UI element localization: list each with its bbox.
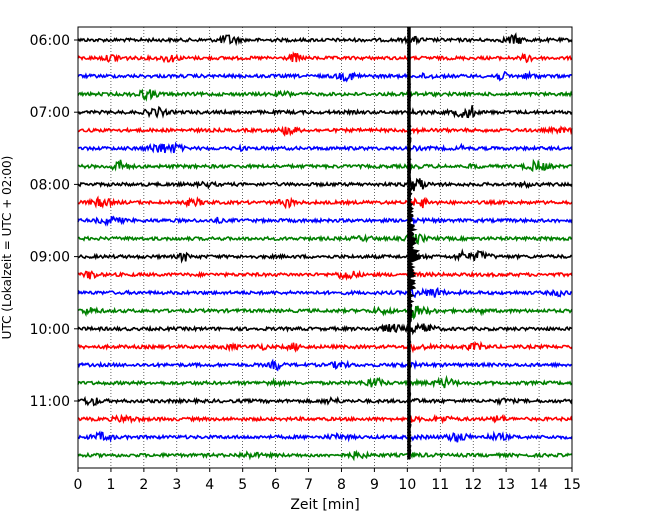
x-tick-label-14: 14 xyxy=(530,477,548,493)
trace-0945 xyxy=(77,305,573,321)
earthquake-waveform xyxy=(408,83,422,460)
trace-1130 xyxy=(77,430,573,443)
trace-0800 xyxy=(77,177,573,192)
trace-0845 xyxy=(77,232,573,246)
trace-0915 xyxy=(77,269,573,282)
trace-0730 xyxy=(77,141,573,154)
x-tick-label-13: 13 xyxy=(497,477,515,493)
trace-1100 xyxy=(77,395,573,407)
y-tick-label-1100: 11:00 xyxy=(30,394,70,410)
trace-0700 xyxy=(77,105,573,119)
x-tick-label-2: 2 xyxy=(139,477,148,493)
trace-1030 xyxy=(77,358,573,372)
x-tick-label-6: 6 xyxy=(271,477,280,493)
trace-0900 xyxy=(77,248,573,264)
x-tick-label-5: 5 xyxy=(238,477,247,493)
x-tick-label-10: 10 xyxy=(398,477,416,493)
x-tick-label-8: 8 xyxy=(337,477,346,493)
y-tick-label-0600: 06:00 xyxy=(30,33,70,49)
trace-1145 xyxy=(77,449,573,462)
x-axis-ticks: 0 1 2 3 4 5 6 7 8 9 10 11 12 13 14 15 xyxy=(74,468,581,493)
y-axis-ticks: 06:00 07:00 08:00 09:00 10:00 11:00 xyxy=(30,33,78,410)
trace-1000 xyxy=(77,322,573,336)
x-tick-label-1: 1 xyxy=(106,477,115,493)
y-axis-label: UTC (Lokalzeit = UTC + 02:00) xyxy=(0,156,14,340)
trace-0645 xyxy=(77,88,573,102)
x-tick-label-15: 15 xyxy=(563,477,581,493)
seismic-traces xyxy=(77,32,573,462)
trace-0630 xyxy=(77,70,573,83)
earthquake-event xyxy=(407,27,422,460)
trace-0615 xyxy=(77,50,573,64)
x-tick-label-7: 7 xyxy=(304,477,313,493)
x-tick-label-3: 3 xyxy=(172,477,181,493)
y-tick-label-0900: 09:00 xyxy=(30,250,70,266)
x-tick-label-0: 0 xyxy=(74,477,83,493)
x-tick-label-4: 4 xyxy=(205,477,214,493)
y-tick-label-0700: 07:00 xyxy=(30,105,70,121)
x-tick-label-9: 9 xyxy=(370,477,379,493)
trace-1015 xyxy=(77,340,573,354)
x-tick-label-11: 11 xyxy=(431,477,449,493)
trace-0715 xyxy=(77,125,573,137)
trace-0815 xyxy=(77,195,573,210)
trace-0600 xyxy=(77,32,573,47)
plot-frame xyxy=(77,26,573,469)
trace-0745 xyxy=(77,158,573,173)
x-tick-label-12: 12 xyxy=(464,477,482,493)
x-axis-label: Zeit [min] xyxy=(290,497,359,513)
y-tick-label-0800: 08:00 xyxy=(30,177,70,193)
trace-0930 xyxy=(77,286,573,299)
trace-1045 xyxy=(77,374,573,389)
y-tick-label-1000: 10:00 xyxy=(30,322,70,338)
trace-1115 xyxy=(77,413,573,425)
trace-0830 xyxy=(77,215,573,227)
